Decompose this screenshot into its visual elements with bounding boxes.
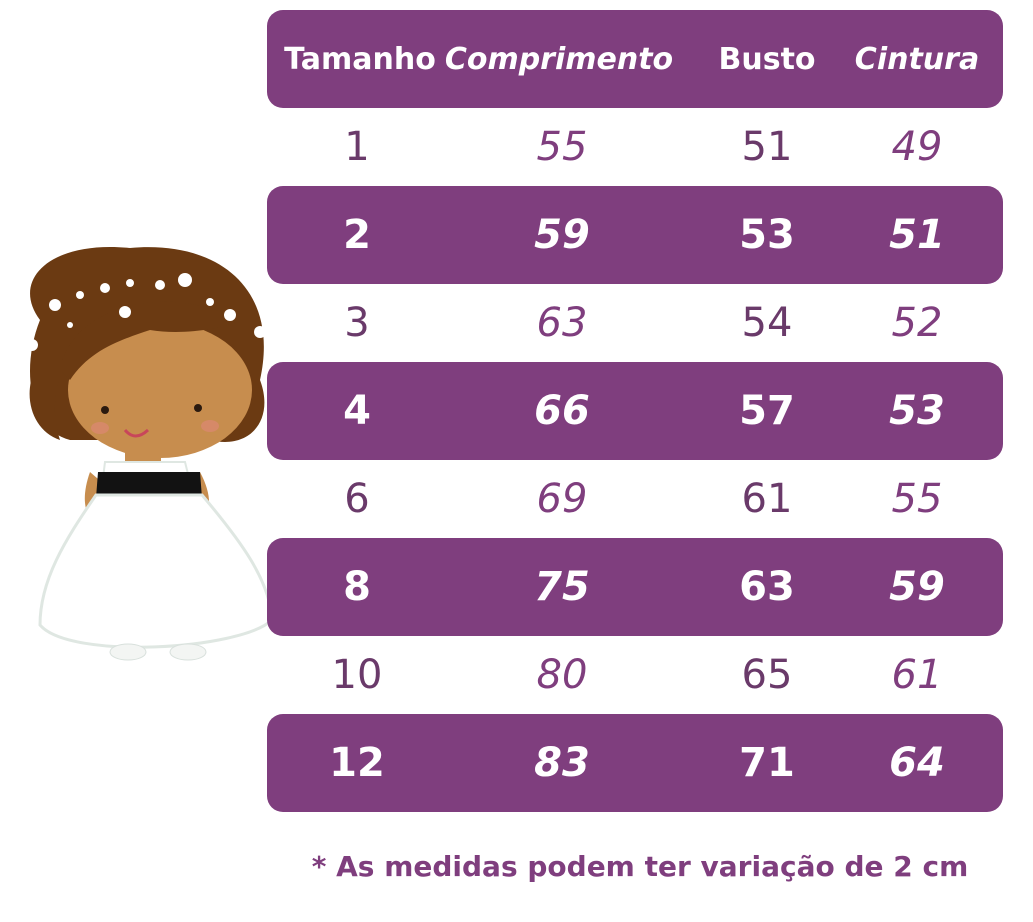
waist-cell: 61 bbox=[891, 652, 943, 698]
size-cell: 4 bbox=[343, 388, 371, 434]
size-cell: 1 bbox=[344, 124, 370, 170]
waist-cell: 59 bbox=[889, 564, 945, 610]
waist-cell: 51 bbox=[889, 212, 945, 258]
bust-cell: 63 bbox=[739, 564, 795, 610]
bust-cell: 53 bbox=[739, 212, 795, 258]
table-row: 4 66 57 53 bbox=[267, 362, 1003, 460]
header-comprimento: Comprimento bbox=[444, 41, 674, 77]
flower-girl-illustration bbox=[26, 246, 274, 661]
length-cell: 69 bbox=[536, 476, 588, 522]
size-cell: 10 bbox=[331, 652, 383, 698]
length-cell: 63 bbox=[536, 300, 588, 346]
size-cell: 3 bbox=[344, 300, 370, 346]
header-cintura: Cintura bbox=[854, 41, 980, 77]
bust-cell: 57 bbox=[739, 388, 795, 434]
bust-cell: 71 bbox=[739, 740, 795, 786]
size-cell: 6 bbox=[344, 476, 370, 522]
length-cell: 59 bbox=[534, 212, 590, 258]
table-row: 12 83 71 64 bbox=[267, 714, 1003, 812]
table-row: 8 75 63 59 bbox=[267, 538, 1003, 636]
bust-cell: 61 bbox=[741, 476, 793, 522]
table-row: 3 63 54 52 bbox=[267, 284, 1003, 362]
size-cell: 8 bbox=[343, 564, 371, 610]
length-cell: 66 bbox=[534, 388, 590, 434]
header-busto: Busto bbox=[718, 41, 816, 77]
length-cell: 80 bbox=[536, 652, 588, 698]
bust-cell: 65 bbox=[741, 652, 793, 698]
table-row: 6 69 61 55 bbox=[267, 460, 1003, 538]
waist-cell: 64 bbox=[889, 740, 945, 786]
waist-cell: 52 bbox=[891, 300, 943, 346]
size-table: Tamanho Comprimento Busto Cintura 1 55 5… bbox=[267, 10, 1003, 812]
length-cell: 83 bbox=[534, 740, 590, 786]
table-row: 10 80 65 61 bbox=[267, 636, 1003, 714]
measurement-footnote: * As medidas podem ter variação de 2 cm bbox=[311, 850, 969, 883]
length-cell: 75 bbox=[534, 564, 590, 610]
bust-cell: 54 bbox=[741, 300, 793, 346]
table-row: 2 59 53 51 bbox=[267, 186, 1003, 284]
size-cell: 2 bbox=[343, 212, 371, 258]
waist-cell: 55 bbox=[891, 476, 943, 522]
waist-cell: 53 bbox=[889, 388, 945, 434]
bust-cell: 51 bbox=[741, 124, 793, 170]
size-cell: 12 bbox=[329, 740, 385, 786]
waist-cell: 49 bbox=[891, 124, 943, 170]
table-header-row: Tamanho Comprimento Busto Cintura bbox=[267, 10, 1003, 108]
header-tamanho: Tamanho bbox=[284, 41, 436, 77]
length-cell: 55 bbox=[536, 124, 588, 170]
table-row: 1 55 51 49 bbox=[267, 108, 1003, 186]
